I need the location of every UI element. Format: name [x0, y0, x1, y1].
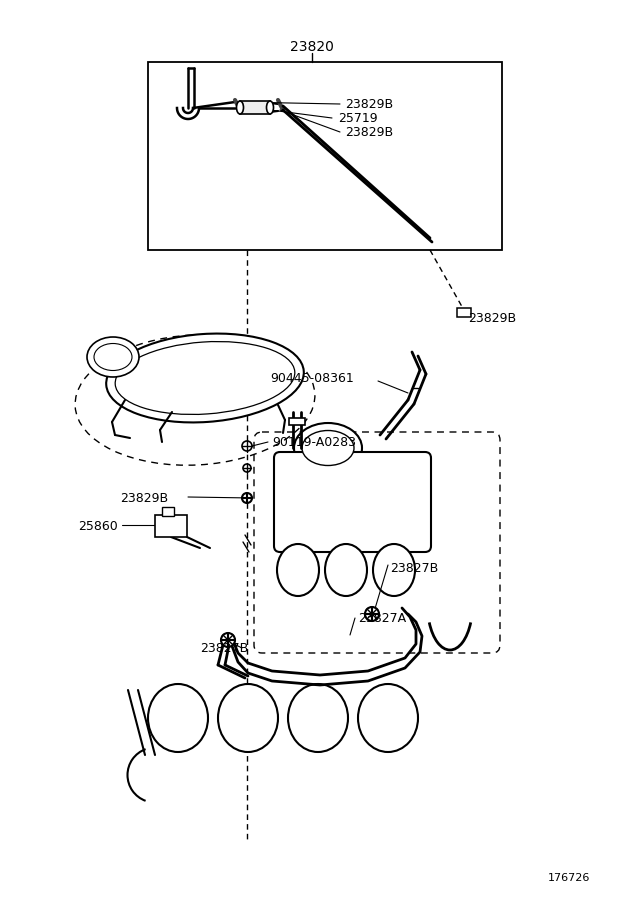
Circle shape: [242, 441, 252, 451]
Bar: [240, 101, 270, 114]
Ellipse shape: [106, 334, 304, 422]
Text: 23820: 23820: [290, 40, 334, 54]
Ellipse shape: [115, 341, 295, 415]
Bar: [457, 308, 471, 317]
FancyBboxPatch shape: [274, 452, 431, 552]
Circle shape: [243, 464, 251, 472]
Text: 23827A: 23827A: [358, 611, 406, 625]
Bar: [289, 418, 305, 425]
Ellipse shape: [302, 430, 354, 465]
Ellipse shape: [358, 684, 418, 752]
Ellipse shape: [373, 544, 415, 596]
Bar: [155, 515, 187, 537]
Text: 23829B: 23829B: [120, 491, 168, 505]
Circle shape: [221, 633, 235, 647]
Ellipse shape: [325, 544, 367, 596]
Text: 23829B: 23829B: [345, 125, 393, 139]
Text: 23829B: 23829B: [345, 97, 393, 111]
Ellipse shape: [294, 423, 362, 473]
Bar: [162, 507, 174, 516]
Ellipse shape: [236, 101, 244, 114]
Text: 23827B: 23827B: [200, 642, 248, 654]
Ellipse shape: [94, 344, 132, 371]
Ellipse shape: [148, 684, 208, 752]
Text: 25860: 25860: [78, 519, 118, 533]
Bar: [148, 62, 502, 250]
Ellipse shape: [87, 337, 139, 377]
Text: 176726: 176726: [548, 873, 590, 883]
Circle shape: [365, 607, 379, 621]
Ellipse shape: [218, 684, 278, 752]
Ellipse shape: [267, 101, 273, 114]
Text: 25719: 25719: [338, 112, 378, 124]
Text: 90119-A0283: 90119-A0283: [272, 436, 356, 448]
Ellipse shape: [277, 544, 319, 596]
Text: 23827B: 23827B: [390, 562, 438, 574]
Text: 90445-08361: 90445-08361: [270, 373, 354, 385]
Text: 23829B: 23829B: [468, 311, 516, 325]
Circle shape: [242, 493, 252, 503]
Ellipse shape: [288, 684, 348, 752]
